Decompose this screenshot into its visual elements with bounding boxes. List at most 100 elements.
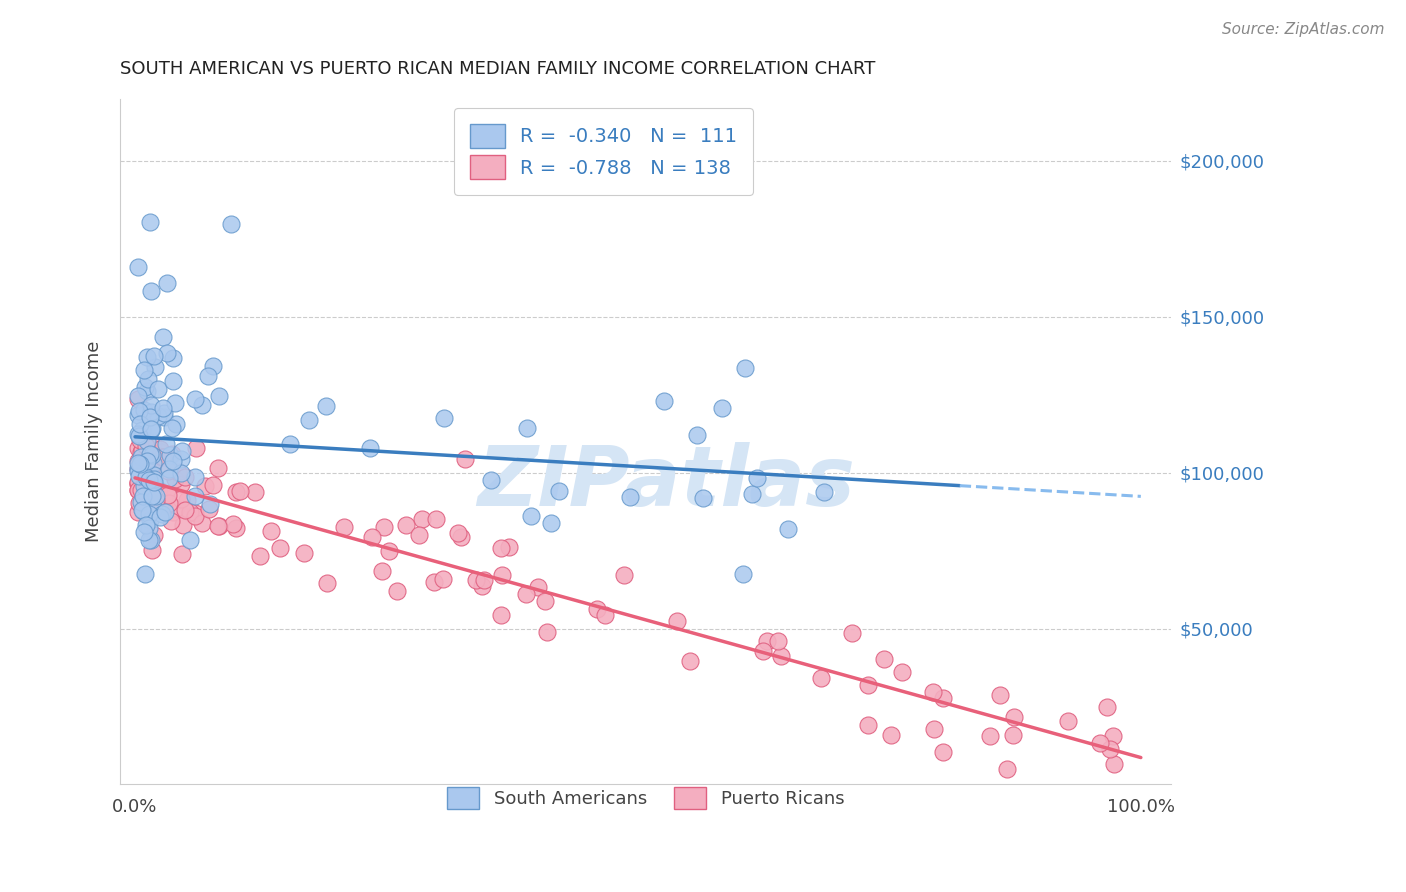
Point bbox=[141, 489, 163, 503]
Point bbox=[932, 691, 955, 706]
Point bbox=[127, 454, 149, 468]
Point bbox=[134, 566, 156, 581]
Point bbox=[165, 395, 187, 409]
Point bbox=[146, 382, 169, 396]
Point bbox=[148, 483, 170, 498]
Point bbox=[145, 489, 167, 503]
Point bbox=[208, 519, 231, 533]
Text: Source: ZipAtlas.com: Source: ZipAtlas.com bbox=[1222, 22, 1385, 37]
Point bbox=[139, 423, 162, 437]
Point bbox=[160, 421, 183, 435]
Point bbox=[127, 483, 149, 497]
Point bbox=[278, 436, 301, 450]
Point bbox=[479, 473, 502, 487]
Point bbox=[135, 384, 157, 398]
Point bbox=[142, 527, 165, 541]
Point bbox=[134, 380, 156, 394]
Point bbox=[127, 389, 149, 403]
Point bbox=[692, 491, 714, 505]
Point bbox=[491, 567, 513, 582]
Point bbox=[156, 487, 179, 501]
Point bbox=[152, 410, 174, 425]
Point bbox=[170, 492, 193, 507]
Point bbox=[333, 520, 356, 534]
Point bbox=[776, 521, 799, 535]
Point bbox=[179, 505, 201, 519]
Point bbox=[152, 500, 174, 515]
Point bbox=[202, 359, 225, 374]
Point bbox=[520, 508, 543, 523]
Point bbox=[142, 468, 165, 483]
Point bbox=[138, 507, 160, 521]
Legend: South Americans, Puerto Ricans: South Americans, Puerto Ricans bbox=[432, 772, 859, 823]
Point bbox=[150, 450, 173, 464]
Point bbox=[135, 470, 157, 484]
Point bbox=[129, 457, 152, 471]
Point bbox=[143, 502, 166, 516]
Point bbox=[149, 442, 172, 456]
Point bbox=[710, 401, 733, 416]
Point bbox=[465, 573, 488, 587]
Point bbox=[132, 459, 155, 474]
Point bbox=[491, 607, 513, 622]
Point bbox=[127, 408, 149, 422]
Point bbox=[127, 441, 149, 455]
Point bbox=[162, 447, 184, 461]
Point bbox=[191, 398, 214, 412]
Point bbox=[162, 453, 184, 467]
Point bbox=[207, 518, 229, 533]
Point bbox=[139, 487, 162, 501]
Point bbox=[174, 503, 197, 517]
Point bbox=[207, 460, 229, 475]
Point bbox=[132, 525, 155, 540]
Point bbox=[1002, 710, 1025, 724]
Point bbox=[135, 517, 157, 532]
Point bbox=[1095, 700, 1118, 714]
Point bbox=[1001, 728, 1024, 742]
Point bbox=[127, 477, 149, 491]
Point bbox=[184, 506, 207, 520]
Point bbox=[127, 483, 149, 497]
Point bbox=[260, 524, 283, 538]
Text: SOUTH AMERICAN VS PUERTO RICAN MEDIAN FAMILY INCOME CORRELATION CHART: SOUTH AMERICAN VS PUERTO RICAN MEDIAN FA… bbox=[120, 60, 876, 78]
Point bbox=[585, 602, 607, 616]
Point bbox=[129, 445, 152, 459]
Point bbox=[141, 533, 163, 547]
Point bbox=[197, 369, 219, 384]
Point bbox=[131, 503, 153, 517]
Point bbox=[143, 455, 166, 469]
Point bbox=[162, 351, 184, 365]
Point bbox=[132, 503, 155, 517]
Point bbox=[249, 549, 271, 563]
Point bbox=[162, 374, 184, 388]
Point bbox=[127, 461, 149, 475]
Point bbox=[516, 421, 538, 435]
Point bbox=[432, 572, 454, 586]
Point bbox=[547, 484, 569, 499]
Point bbox=[127, 260, 149, 274]
Point bbox=[176, 492, 198, 507]
Point bbox=[922, 685, 945, 699]
Point bbox=[135, 489, 157, 503]
Point bbox=[131, 442, 153, 457]
Point bbox=[134, 469, 156, 483]
Point bbox=[153, 406, 176, 420]
Point bbox=[139, 447, 162, 461]
Point bbox=[813, 485, 835, 500]
Point bbox=[127, 464, 149, 478]
Point bbox=[856, 718, 879, 732]
Point bbox=[170, 548, 193, 562]
Point bbox=[141, 456, 163, 470]
Point bbox=[593, 607, 616, 622]
Point bbox=[841, 626, 863, 640]
Point bbox=[165, 501, 187, 516]
Point bbox=[157, 496, 180, 510]
Point bbox=[536, 624, 558, 639]
Point bbox=[135, 440, 157, 454]
Point bbox=[170, 467, 193, 481]
Point bbox=[243, 485, 266, 500]
Point bbox=[208, 389, 231, 403]
Point bbox=[139, 466, 162, 480]
Point bbox=[127, 475, 149, 490]
Point bbox=[128, 429, 150, 443]
